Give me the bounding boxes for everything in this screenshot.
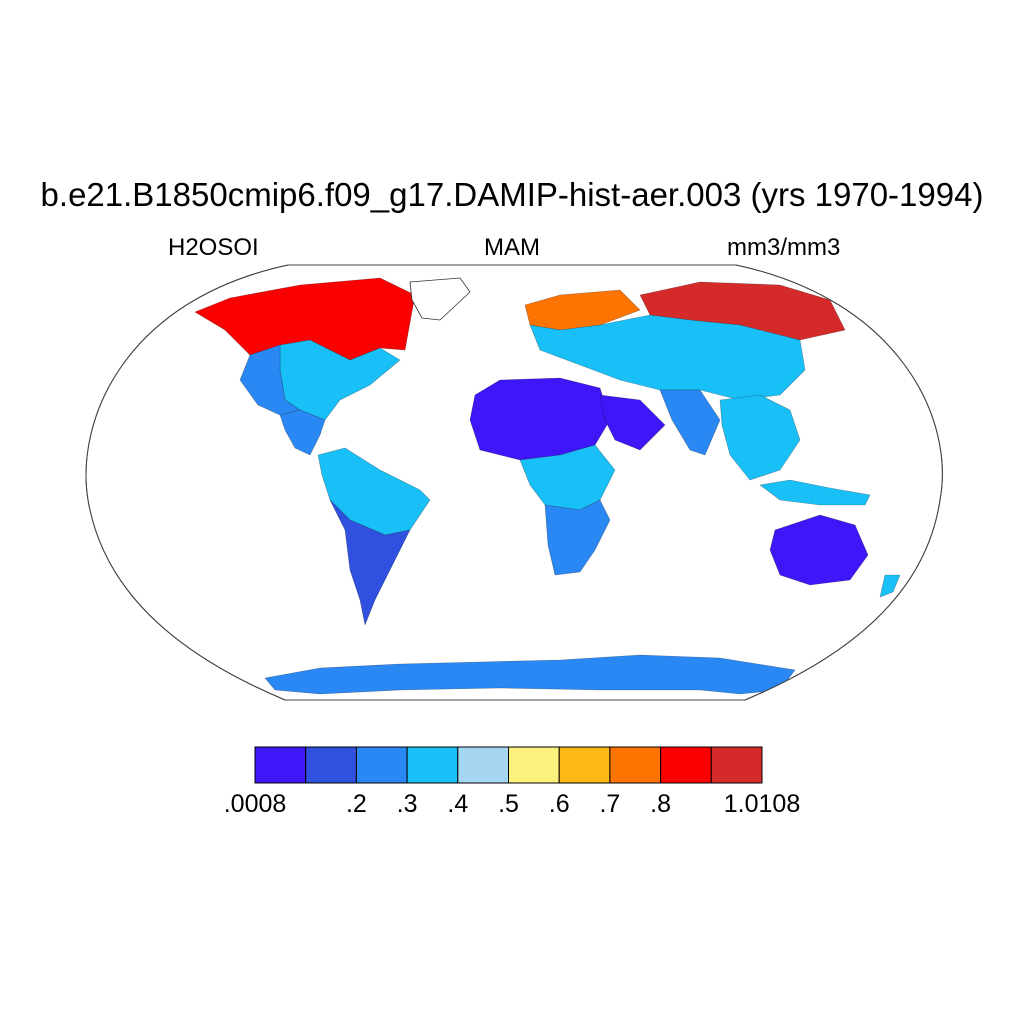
region-indonesia — [759, 479, 871, 506]
colorbar-label: .5 — [498, 790, 519, 818]
region-greenland — [409, 277, 471, 321]
season-label: MAM — [484, 234, 540, 261]
variable-label: H2OSOI — [168, 234, 259, 261]
region-central-asia — [529, 314, 806, 401]
region-southern-south-america — [329, 499, 411, 627]
colorbar-label: 1.0108 — [723, 790, 801, 818]
colorbar-label: .4 — [447, 790, 469, 818]
colorbar-label: .7 — [599, 790, 621, 818]
units-label: mm3/mm3 — [727, 234, 841, 261]
globe-border — [85, 264, 943, 701]
colorbar-box — [254, 746, 307, 784]
colorbar-box — [355, 746, 408, 784]
colorbar-box — [305, 746, 357, 784]
region-south-asia — [659, 389, 721, 456]
colorbar-label: .8 — [650, 790, 672, 818]
colorbar-box — [558, 746, 611, 784]
colorbar-box — [508, 746, 560, 784]
colorbar-box — [457, 746, 509, 784]
colorbar-label: .0008 — [223, 790, 287, 818]
colorbar-label: .3 — [396, 790, 418, 818]
map-title: b.e21.B1850cmip6.f09_g17.DAMIP-hist-aer.… — [40, 176, 984, 213]
region-central-america — [279, 409, 326, 456]
region-new-zealand — [879, 574, 901, 598]
colorbar-label: .2 — [345, 790, 367, 818]
region-australia — [769, 514, 869, 586]
region-southern-africa — [544, 499, 611, 576]
colorbar — [254, 746, 763, 784]
colorbar-box — [609, 746, 662, 784]
colorbar-box — [406, 746, 459, 784]
region-arabia — [599, 394, 666, 451]
colorbar-label: .6 — [548, 790, 570, 818]
colorbar-box — [660, 746, 712, 784]
region-southeast-asia — [719, 394, 801, 481]
colorbar-labels: .0008 .2 .3 .4 .5 .6 .7 .8 1.0108 — [0, 790, 1024, 826]
colorbar-box — [710, 746, 763, 784]
